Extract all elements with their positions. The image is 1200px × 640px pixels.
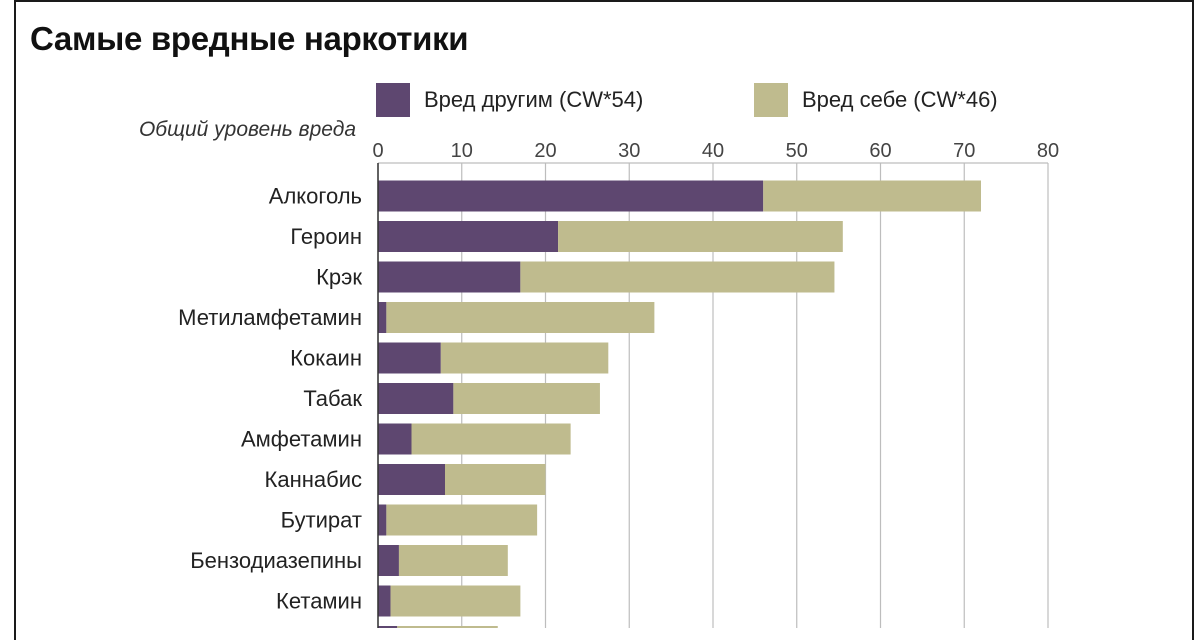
category-label-8: Бутират	[281, 508, 362, 533]
category-label-10: Кетамин	[276, 589, 362, 614]
category-label-1: Героин	[290, 224, 362, 249]
bar-others-1	[378, 221, 559, 252]
legend-item-others: Вред другим (CW*54)	[376, 82, 643, 118]
bar-others-6	[378, 423, 412, 455]
category-label-9: Бензодиазепины	[190, 548, 362, 573]
x-tick-label-10: 10	[451, 140, 473, 162]
category-label-4: Кокаин	[290, 346, 362, 371]
bar-self-2	[520, 261, 835, 293]
bar-self-11	[397, 626, 498, 628]
legend-item-self: Вред себе (CW*46)	[754, 82, 998, 118]
bar-self-1	[558, 221, 843, 252]
bar-others-10	[378, 585, 391, 617]
legend-label-self: Вред себе (CW*46)	[802, 87, 998, 112]
x-tick-label-70: 70	[953, 140, 975, 162]
bar-self-5	[453, 383, 600, 414]
bar-self-10	[390, 585, 521, 617]
bar-others-3	[378, 302, 387, 333]
category-label-6: Амфетамин	[241, 427, 362, 452]
bar-self-7	[445, 464, 546, 495]
bar-others-9	[378, 545, 399, 576]
bar-self-4	[440, 342, 609, 374]
x-axis-label: Общий уровень вреда	[138, 118, 356, 141]
legend-label-others: Вред другим (CW*54)	[424, 87, 644, 112]
bar-others-7	[378, 464, 445, 495]
category-label-2: Крэк	[316, 265, 362, 290]
bar-others-4	[378, 342, 441, 374]
category-label-5: Табак	[303, 386, 362, 411]
x-tick-label-50: 50	[786, 140, 808, 162]
x-tick-label-80: 80	[1037, 140, 1059, 162]
bar-others-8	[378, 504, 387, 536]
bar-self-8	[386, 504, 538, 536]
bar-self-0	[763, 180, 981, 212]
x-tick-label-20: 20	[534, 140, 556, 162]
x-tick-label-30: 30	[618, 140, 640, 162]
x-tick-label-60: 60	[869, 140, 891, 162]
category-label-3: Метиламфетамин	[178, 305, 362, 330]
legend-swatch-others	[376, 83, 410, 117]
bar-self-3	[386, 302, 655, 333]
legend-swatch-self	[754, 83, 788, 117]
category-label-0: Алкоголь	[269, 184, 362, 209]
bar-others-5	[378, 383, 454, 414]
chart-frame	[14, 0, 1194, 640]
bar-self-9	[398, 545, 508, 576]
x-tick-label-0: 0	[372, 140, 383, 162]
bar-others-11	[378, 626, 398, 628]
category-label-7: Каннабис	[265, 467, 362, 492]
x-tick-label-40: 40	[702, 140, 724, 162]
bar-self-6	[411, 423, 571, 455]
bar-others-0	[378, 180, 764, 212]
chart-title: Самые вредные наркотики	[30, 20, 469, 57]
bar-others-2	[378, 261, 521, 293]
